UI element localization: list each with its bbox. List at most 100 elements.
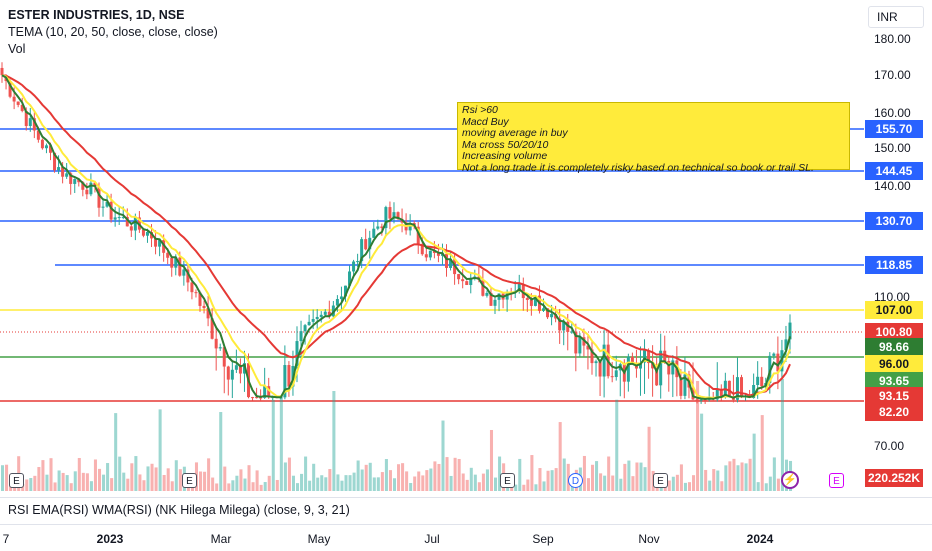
price-level-label[interactable]: 93.15 — [865, 387, 923, 405]
volume-bar — [384, 459, 388, 491]
candle-body — [360, 239, 364, 262]
candle-body — [210, 318, 214, 339]
volume-bar — [81, 472, 85, 491]
candle-body — [457, 274, 461, 280]
annotation-note[interactable]: Rsi >60 Macd Buy moving average in buy M… — [457, 102, 850, 174]
volume-label[interactable]: 220.252K — [865, 469, 923, 487]
candle-body — [178, 257, 182, 276]
volume-bar — [25, 479, 29, 491]
candle-body — [638, 362, 642, 369]
volume-bar — [530, 455, 534, 491]
volume-bar — [473, 474, 477, 491]
candle-body — [574, 331, 578, 354]
price-level-label[interactable]: 118.85 — [865, 256, 923, 274]
volume-bar — [106, 463, 110, 491]
volume-bar — [203, 471, 207, 491]
candle-body — [202, 305, 206, 309]
tema-fast-label[interactable]: 98.66 — [865, 338, 923, 356]
candle-body — [48, 145, 52, 153]
volume-bar — [291, 475, 295, 491]
candle-body — [295, 341, 299, 367]
volume-bar — [558, 422, 562, 491]
candle-body — [497, 293, 501, 300]
volume-bar — [283, 462, 287, 491]
candle-body — [715, 388, 719, 400]
candle-body — [158, 240, 162, 247]
volume-bar — [724, 465, 728, 491]
tema-mid-label[interactable]: 93.65 — [865, 372, 923, 390]
candle-body — [586, 345, 590, 350]
rsi-indicator-legend[interactable]: RSI EMA(RSI) WMA(RSI) (NK Hilega Milega)… — [8, 503, 350, 517]
candle-body — [32, 118, 36, 131]
price-level-label[interactable]: 155.70 — [865, 120, 923, 138]
candle-body — [125, 216, 129, 227]
volume-bar — [300, 473, 304, 491]
candle-body — [186, 269, 190, 283]
candle-body — [327, 311, 331, 317]
volume-bar — [344, 475, 348, 491]
volume-bar — [679, 464, 683, 491]
candle-body — [81, 182, 85, 190]
volume-bar — [215, 483, 219, 491]
price-level-label[interactable]: 144.45 — [865, 162, 923, 180]
candle-body — [348, 271, 352, 286]
dividend-marker[interactable]: D — [568, 473, 583, 488]
price-level-label[interactable]: 96.00 — [865, 355, 923, 373]
volume-bar — [498, 456, 502, 491]
volume-bar — [336, 474, 340, 491]
pane-divider[interactable] — [0, 497, 932, 498]
volume-bar — [736, 465, 740, 491]
symbol-title[interactable]: ESTER INDUSTRIES, 1D, NSE — [8, 8, 185, 22]
volume-bar — [619, 478, 623, 491]
lightning-icon[interactable]: ⚡ — [781, 471, 799, 489]
earnings-marker[interactable]: E — [182, 473, 197, 488]
volume-bar — [756, 482, 760, 491]
volume-bar — [712, 469, 716, 491]
tema-indicator-legend[interactable]: TEMA (10, 20, 50, close, close, close) — [8, 25, 218, 39]
volume-bar — [485, 469, 489, 491]
candle-body — [735, 377, 739, 400]
volume-bar — [61, 472, 65, 491]
price-level-label[interactable]: 107.00 — [865, 301, 923, 319]
candle-body — [752, 384, 756, 399]
candle-body — [445, 254, 449, 268]
candle-body — [671, 360, 675, 375]
time-axis[interactable]: 7 2023 Mar May Jul Sep Nov 2024 — [0, 524, 932, 551]
volume-bar — [207, 458, 211, 491]
price-axis[interactable]: 180.00 170.00 160.00 150.00 140.00 110.0… — [864, 0, 932, 497]
price-chart[interactable]: ESTER INDUSTRIES, 1D, NSE TEMA (10, 20, … — [0, 0, 864, 497]
candle-body — [162, 240, 166, 253]
candle-body — [533, 295, 537, 306]
candle-body — [299, 331, 303, 342]
volume-bar — [380, 472, 384, 491]
candle-body — [558, 318, 562, 331]
candle-body — [655, 368, 659, 386]
candle-body — [695, 399, 699, 401]
volume-bar — [130, 463, 134, 491]
volume-bar — [178, 469, 182, 491]
currency-selector[interactable]: INR — [868, 6, 924, 28]
volume-bar — [368, 462, 372, 491]
candle-body — [97, 186, 101, 208]
volume-bar — [102, 474, 106, 491]
candle-body — [263, 386, 267, 398]
volume-bar — [740, 462, 744, 491]
upcoming-earnings-marker[interactable]: E — [829, 473, 844, 488]
volume-bar — [126, 478, 130, 491]
earnings-marker[interactable]: E — [9, 473, 24, 488]
candle-body — [719, 388, 723, 397]
volume-bar — [603, 475, 607, 491]
price-level-label[interactable]: 130.70 — [865, 212, 923, 230]
candle-body — [287, 365, 291, 387]
chart-canvas[interactable] — [0, 0, 864, 497]
volume-indicator-legend[interactable]: Vol — [8, 42, 26, 56]
earnings-marker[interactable]: E — [500, 473, 515, 488]
earnings-marker[interactable]: E — [653, 473, 668, 488]
last-price-label[interactable]: 100.80 — [865, 323, 923, 341]
candle-body — [154, 238, 158, 247]
volume-bar — [57, 470, 61, 491]
price-tick: 160.00 — [874, 106, 911, 120]
volume-bar — [696, 381, 700, 491]
volume-bar — [599, 473, 603, 491]
tema-slow-label[interactable]: 82.20 — [865, 403, 923, 421]
